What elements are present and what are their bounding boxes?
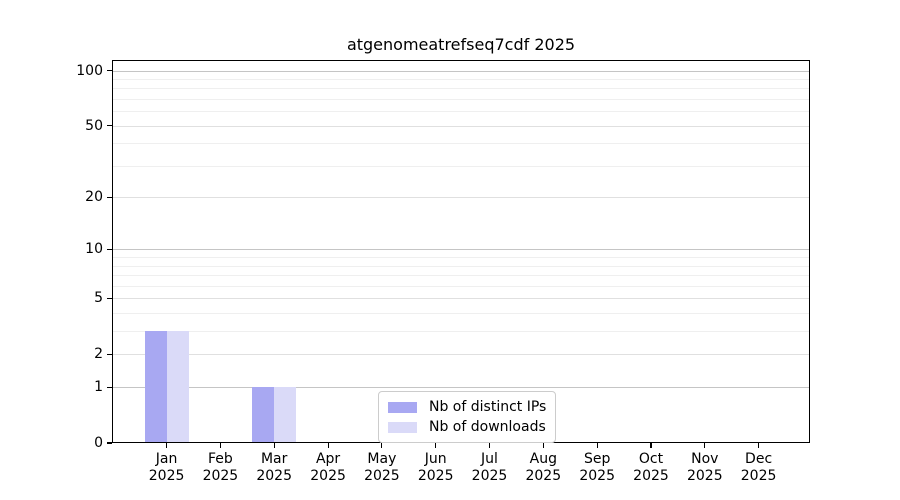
x-tick-year-feb: 2025 bbox=[202, 467, 239, 484]
y-tick-label-10: 10 bbox=[85, 241, 103, 258]
x-tick-mar bbox=[273, 443, 275, 448]
x-tick-label-oct: Oct 2025 bbox=[609, 451, 693, 484]
gridline-7 bbox=[113, 275, 809, 277]
x-tick-year-apr: 2025 bbox=[310, 467, 346, 484]
gridline-9 bbox=[113, 257, 809, 259]
x-tick-label-jan: Jan 2025 bbox=[125, 451, 209, 484]
x-tick-jun bbox=[435, 443, 437, 448]
x-tick-year-jul: 2025 bbox=[471, 467, 508, 484]
x-tick-label-apr: Apr 2025 bbox=[286, 451, 370, 484]
x-tick-aug bbox=[542, 443, 544, 448]
x-tick-year-dec: 2025 bbox=[740, 467, 777, 484]
x-tick-label-feb: Feb 2025 bbox=[178, 451, 262, 484]
gridline-20 bbox=[113, 197, 809, 199]
x-tick-year-sep: 2025 bbox=[579, 467, 615, 484]
gridline-50 bbox=[113, 125, 809, 127]
x-tick-label-jul: Jul 2025 bbox=[448, 451, 532, 484]
legend: Nb of distinct IPs Nb of downloads bbox=[378, 391, 557, 443]
y-tick-0 bbox=[107, 442, 112, 444]
x-tick-year-may: 2025 bbox=[364, 467, 400, 484]
legend-swatch-distinct-ips bbox=[388, 401, 417, 413]
x-tick-may bbox=[381, 443, 383, 448]
bar-nb-of-distinct-ips-jan bbox=[144, 331, 167, 443]
y-tick-label-20: 20 bbox=[85, 189, 103, 206]
x-tick-jul bbox=[488, 443, 491, 448]
gridline-3 bbox=[113, 331, 809, 333]
x-tick-jan bbox=[166, 443, 168, 448]
plot-area bbox=[112, 60, 810, 443]
x-tick-dec bbox=[758, 443, 760, 448]
bar-nb-of-downloads-mar bbox=[274, 387, 297, 443]
y-tick-label-0: 0 bbox=[94, 435, 103, 451]
gridline-4 bbox=[113, 313, 809, 315]
legend-swatch-downloads bbox=[388, 421, 417, 433]
x-tick-label-aug: Aug 2025 bbox=[501, 451, 585, 484]
gridline-70 bbox=[113, 98, 809, 100]
gridline-5 bbox=[113, 298, 809, 300]
x-tick-year-oct: 2025 bbox=[633, 467, 669, 484]
x-tick-year-mar: 2025 bbox=[256, 467, 292, 484]
x-tick-label-dec: Dec 2025 bbox=[717, 451, 801, 484]
y-tick-label-1: 1 bbox=[94, 379, 103, 396]
y-tick-50 bbox=[107, 125, 112, 127]
x-tick-sep bbox=[596, 443, 598, 448]
x-tick-label-jun: Jun 2025 bbox=[394, 451, 478, 484]
legend-label-distinct-ips: Nb of distinct IPs bbox=[429, 399, 547, 415]
y-tick-label-2: 2 bbox=[94, 346, 103, 363]
gridline-6 bbox=[113, 285, 809, 287]
x-tick-feb bbox=[219, 443, 221, 448]
bar-nb-of-downloads-jan bbox=[166, 331, 189, 443]
x-tick-label-nov: Nov 2025 bbox=[663, 451, 747, 484]
bar-nb-of-distinct-ips-mar bbox=[252, 387, 275, 443]
y-tick-label-5: 5 bbox=[94, 290, 103, 307]
x-tick-nov bbox=[704, 443, 706, 448]
x-tick-apr bbox=[327, 443, 329, 448]
x-tick-label-mar: Mar 2025 bbox=[232, 451, 316, 484]
y-tick-10 bbox=[107, 248, 112, 250]
x-tick-oct bbox=[650, 443, 652, 448]
legend-item-distinct-ips: Nb of distinct IPs bbox=[388, 397, 546, 417]
gridline-10 bbox=[113, 249, 809, 251]
gridline-60 bbox=[113, 111, 809, 113]
x-tick-year-jan: 2025 bbox=[148, 467, 185, 484]
legend-label-downloads: Nb of downloads bbox=[429, 419, 546, 435]
x-tick-year-aug: 2025 bbox=[525, 467, 562, 484]
y-tick-label-100: 100 bbox=[76, 62, 103, 79]
gridline-8 bbox=[113, 265, 809, 267]
y-tick-2 bbox=[107, 353, 112, 355]
gridline-30 bbox=[113, 165, 809, 167]
y-tick-5 bbox=[107, 297, 112, 299]
gridline-40 bbox=[113, 143, 809, 145]
y-tick-20 bbox=[107, 196, 112, 198]
gridline-80 bbox=[113, 88, 809, 90]
x-tick-year-nov: 2025 bbox=[686, 467, 723, 484]
y-tick-label-50: 50 bbox=[85, 117, 103, 134]
chart-title: atgenomeatrefseq7cdf 2025 bbox=[346, 35, 576, 54]
x-tick-label-sep: Sep 2025 bbox=[555, 451, 639, 484]
legend-item-downloads: Nb of downloads bbox=[388, 417, 546, 437]
gridline-1 bbox=[113, 387, 809, 389]
x-tick-year-jun: 2025 bbox=[417, 467, 454, 484]
y-tick-100 bbox=[107, 69, 112, 72]
y-tick-1 bbox=[107, 386, 112, 388]
gridline-2 bbox=[113, 354, 809, 356]
gridline-100 bbox=[113, 70, 809, 72]
x-tick-label-may: May 2025 bbox=[340, 451, 424, 484]
gridline-90 bbox=[113, 78, 809, 80]
